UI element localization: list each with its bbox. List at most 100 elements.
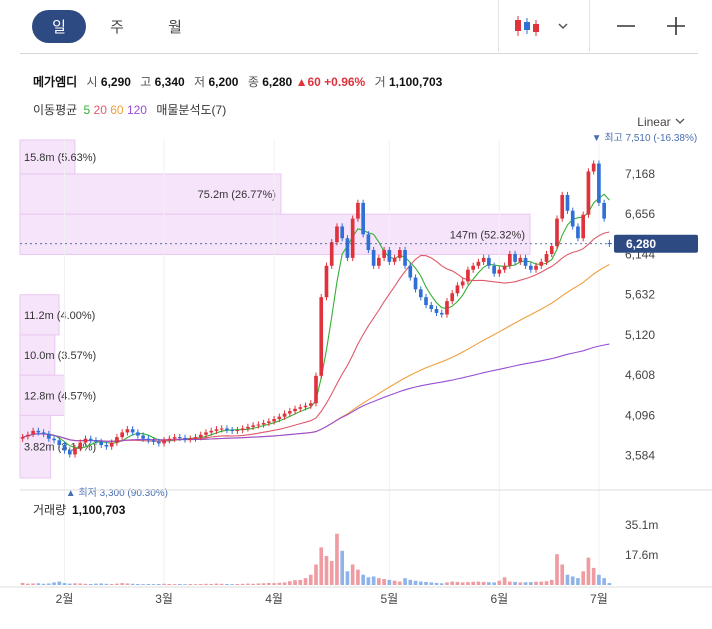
scale-selector[interactable]: Linear xyxy=(637,115,686,129)
volume-bar xyxy=(162,583,166,585)
candle-body xyxy=(272,419,276,422)
volume-bar xyxy=(46,583,51,585)
candle-body xyxy=(392,257,397,262)
sales-analysis-label[interactable]: 매물분석도(7) xyxy=(156,103,227,117)
candle xyxy=(146,435,151,444)
ma5-label[interactable]: 5 xyxy=(83,103,91,117)
tab-day[interactable]: 일 xyxy=(32,10,86,43)
candle-body xyxy=(277,416,282,420)
candle-body xyxy=(109,442,114,447)
candle-body xyxy=(177,437,182,439)
volume-bar xyxy=(235,583,240,585)
volume-bar xyxy=(581,571,586,585)
volume-profile: 15.8m (5.63%) 75.2m (26.77%) 147m (52.32%)… xyxy=(19,139,531,479)
candle-body xyxy=(576,226,580,239)
zoom-out-button[interactable] xyxy=(610,0,642,52)
candle xyxy=(272,415,276,425)
volume-bar xyxy=(466,582,470,585)
candle-body xyxy=(371,250,376,266)
candle xyxy=(120,429,124,441)
candle-body xyxy=(235,430,240,432)
volume-bar xyxy=(177,583,182,585)
candle-body xyxy=(487,257,491,266)
header-divider xyxy=(20,53,698,54)
candle-body xyxy=(523,257,528,266)
candle xyxy=(413,274,418,293)
volume-bar xyxy=(408,579,413,585)
candle xyxy=(418,286,423,301)
candle xyxy=(277,413,282,423)
tab-month[interactable]: 월 xyxy=(168,19,182,36)
candle xyxy=(104,441,109,450)
candle xyxy=(450,290,455,305)
y-tick-label: 4,608 xyxy=(625,368,655,382)
volume-bar xyxy=(73,583,77,585)
volume-bar xyxy=(329,561,334,585)
volume-bar xyxy=(204,583,208,585)
min-annotation: ▲ 최저 3,300 (90.30%) xyxy=(66,487,168,499)
candle xyxy=(523,254,528,269)
candle-body xyxy=(188,438,193,440)
volume-bar xyxy=(492,582,496,585)
volume-title: 거래량 xyxy=(33,503,66,517)
candle-body xyxy=(387,250,392,262)
candle xyxy=(235,426,240,434)
volume-bar xyxy=(109,583,114,585)
candle xyxy=(83,435,88,446)
volume-bar xyxy=(476,581,481,585)
candle xyxy=(46,430,51,442)
candle-body xyxy=(476,261,481,266)
zoom-in-button[interactable] xyxy=(660,0,692,52)
plus-icon xyxy=(667,17,685,35)
candle xyxy=(366,231,371,254)
volume-bar xyxy=(298,579,303,585)
candle-body xyxy=(408,265,413,278)
ma120-label[interactable]: 120 xyxy=(126,103,147,117)
candle-body xyxy=(597,163,601,203)
period-tabs: 일 주 월 xyxy=(32,10,206,43)
ma20-label[interactable]: 20 xyxy=(93,103,107,117)
candle-body xyxy=(350,218,355,258)
volume-bar xyxy=(377,578,381,585)
current-price-badge xyxy=(614,234,698,253)
volume-panel: 거래량 1,100,703 35.1m 17.6m xyxy=(0,503,712,588)
candle xyxy=(387,246,392,265)
candle-body xyxy=(256,424,261,426)
volume-profile-label: 15.8m (5.63%) xyxy=(24,152,96,164)
candle-body xyxy=(62,444,67,451)
volume-bar xyxy=(267,582,271,585)
volume-bar xyxy=(20,582,25,585)
candle xyxy=(298,404,303,412)
ma60-label[interactable]: 60 xyxy=(110,103,124,117)
volume-bar xyxy=(293,580,297,585)
volume-bar xyxy=(371,576,376,585)
y-tick-label: 3,584 xyxy=(625,449,655,463)
candle xyxy=(549,242,554,258)
candle xyxy=(20,433,25,442)
tab-week[interactable]: 주 xyxy=(110,19,124,36)
chart-type-selector[interactable] xyxy=(505,0,581,52)
volume-bar xyxy=(167,583,172,585)
candle xyxy=(198,431,203,441)
candle xyxy=(287,408,292,417)
divider xyxy=(498,0,499,52)
time-axis: 2월 3월 4월 5월 6월 7월 xyxy=(56,592,608,606)
volume-label: 거 xyxy=(374,75,386,89)
candle xyxy=(282,410,287,420)
volume-bar xyxy=(345,571,350,585)
current-price-label: 6,280 xyxy=(626,237,656,251)
candle xyxy=(314,372,318,407)
volume-bar xyxy=(240,583,245,585)
volume-bar xyxy=(277,582,282,585)
ma-label[interactable]: 이동평균 xyxy=(33,103,78,117)
volume-bar xyxy=(272,583,276,585)
candle-body xyxy=(345,238,350,258)
candle xyxy=(88,435,93,444)
volume-bar xyxy=(597,574,601,585)
candle xyxy=(52,435,56,444)
candle xyxy=(408,262,413,281)
price-axis: 7,1686,6566,1445,6325,1204,6084,0963,584… xyxy=(20,167,712,491)
volume-profile-bar xyxy=(19,213,531,255)
candle xyxy=(26,431,30,440)
